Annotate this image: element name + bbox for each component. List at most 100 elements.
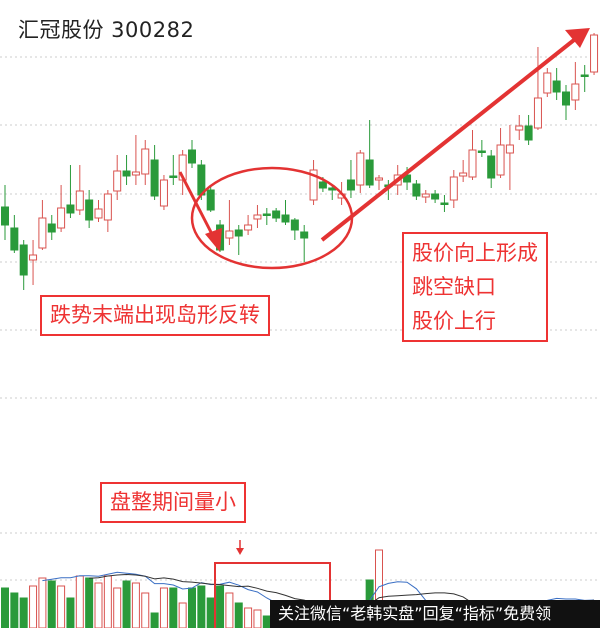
candle-down <box>365 159 374 186</box>
candle-up <box>159 179 168 207</box>
candle-up <box>309 169 318 201</box>
gap-up-line-1: 股价向上形成 <box>412 241 538 265</box>
candle-down <box>431 193 440 200</box>
candle-up <box>131 171 140 176</box>
candle-up <box>103 193 112 221</box>
candle-up <box>225 230 234 239</box>
low-volume-note: 盘整期间量小 <box>100 482 246 523</box>
up-arrow-shaft <box>320 38 576 242</box>
volume-bar <box>19 597 28 628</box>
island-circle <box>190 166 354 270</box>
candle-up <box>449 176 458 201</box>
volume-bar <box>150 612 159 628</box>
candle-down <box>85 199 94 221</box>
volume-bar <box>159 587 168 628</box>
chart-title: 汇冠股份 300282 <box>18 18 195 42</box>
volume-bar <box>10 592 19 628</box>
volume-bar <box>29 585 38 628</box>
gap-up-line-2: 跳空缺口 <box>412 275 496 299</box>
down-arrow-shaft <box>178 171 216 239</box>
candle-down <box>234 229 243 237</box>
candle-up <box>515 125 524 131</box>
candle-down <box>552 80 561 93</box>
candle-down <box>169 175 178 178</box>
candle-down <box>562 91 570 106</box>
up-arrow-head <box>565 28 590 48</box>
candle-up <box>57 207 66 229</box>
island-reversal-note: 跌势末端出现岛形反转 <box>40 295 270 336</box>
candle-up <box>253 214 262 220</box>
watermark-banner: 关注微信“老韩实盘”回复“指标”免费领 <box>270 600 600 628</box>
candle-up <box>94 208 103 219</box>
volume-bar <box>1 587 9 628</box>
volume-bar <box>375 549 383 628</box>
candle-down <box>440 202 449 205</box>
candle-up <box>496 144 505 176</box>
candle-up <box>75 190 84 211</box>
candle-down <box>281 214 290 223</box>
candle-up <box>244 224 253 231</box>
volume-bar <box>197 585 206 628</box>
volume-bar <box>206 597 215 628</box>
volume-bar <box>38 577 47 628</box>
candle-up <box>468 149 477 178</box>
volume-bar <box>244 607 253 628</box>
candle-up <box>533 97 542 129</box>
volume-bar <box>103 575 112 628</box>
candle-down <box>188 149 196 164</box>
candle-up <box>421 193 430 198</box>
down-arrow-head <box>205 228 222 252</box>
candle-down <box>346 179 355 191</box>
volume-bar <box>75 575 84 628</box>
gap-up-note: 股价向上形成 跳空缺口 股价上行 <box>402 232 548 342</box>
volume-bar <box>188 587 196 628</box>
volume-bar <box>169 587 178 628</box>
candle-up <box>505 144 514 154</box>
volume-bar <box>47 580 56 628</box>
volume-bar <box>178 602 187 628</box>
candle-down <box>206 189 215 211</box>
candle-down <box>580 74 589 77</box>
volume-bar <box>66 597 75 628</box>
candle-up <box>459 172 468 177</box>
low-volume-box <box>214 562 331 628</box>
candle-up <box>375 177 383 181</box>
candle-down <box>477 150 486 153</box>
candle-down <box>300 231 309 239</box>
candle-down <box>318 181 327 189</box>
candle-down <box>122 170 131 177</box>
candle-down <box>1 206 9 226</box>
candle-down <box>10 227 19 251</box>
volume-bar <box>216 585 225 628</box>
candle-up <box>141 148 150 175</box>
candle-up <box>571 83 580 101</box>
candle-down <box>47 223 56 233</box>
volume-bar <box>57 585 66 628</box>
volume-bar <box>253 609 262 628</box>
candle-down <box>19 244 28 276</box>
volume-bar <box>94 582 103 628</box>
volume-bar <box>234 602 243 628</box>
volume-bar <box>141 592 150 628</box>
candle-down <box>272 210 281 219</box>
candle-down <box>66 204 75 214</box>
volume-bar <box>122 580 131 628</box>
small-arrow-head <box>236 548 244 555</box>
candle-up <box>29 254 38 261</box>
candle-up <box>38 217 47 249</box>
candle-down <box>290 219 299 231</box>
candle-down <box>524 125 533 141</box>
candle-up <box>543 72 552 94</box>
volume-bar <box>113 587 122 628</box>
candle-up <box>113 170 122 192</box>
candle-down <box>487 155 496 179</box>
candle-down <box>262 213 271 216</box>
gap-up-line-3: 股价上行 <box>412 309 496 333</box>
candle-up <box>590 34 599 73</box>
volume-bar <box>85 577 94 628</box>
candle-down <box>150 159 159 197</box>
volume-bar <box>131 582 140 628</box>
candle-up <box>356 152 365 186</box>
candle-down <box>412 183 421 197</box>
volume-bar <box>225 592 234 628</box>
